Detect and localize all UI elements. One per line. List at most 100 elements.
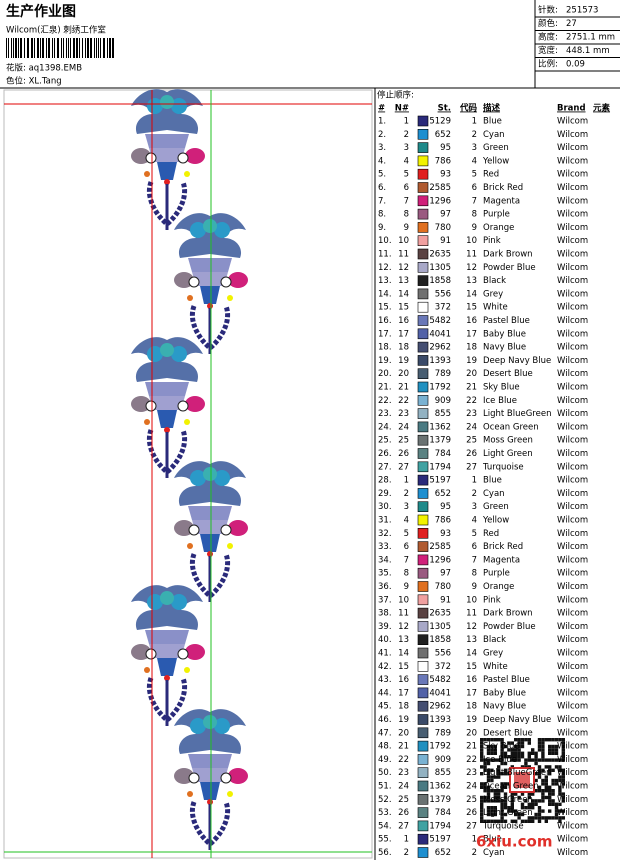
- needle: 19: [398, 715, 409, 725]
- stitches: 1296: [429, 196, 451, 206]
- qr-cell: [497, 792, 501, 796]
- row-index: 20.: [378, 369, 392, 379]
- qr-cell: [510, 819, 514, 823]
- bar: [73, 38, 75, 58]
- qr-cell: [548, 744, 552, 749]
- row-index: 23.: [378, 409, 392, 419]
- qr-cell: [551, 789, 555, 793]
- description: Cyan: [483, 848, 505, 858]
- qr-cell: [548, 809, 552, 813]
- qr-cell: [480, 809, 484, 813]
- qr-cell: [531, 816, 535, 820]
- stitches: 1296: [429, 555, 451, 565]
- qr-cell: [544, 785, 548, 789]
- qr-cell: [551, 744, 555, 749]
- stitches: 1362: [429, 422, 451, 432]
- bar: [8, 38, 9, 58]
- qr-cell: [503, 785, 508, 789]
- qr-cell: [531, 819, 535, 823]
- qr-cell: [551, 816, 555, 820]
- qr-cell: [527, 755, 531, 759]
- bar: [61, 38, 62, 58]
- description: White: [483, 303, 508, 313]
- qr-cell: [507, 772, 511, 776]
- qr-cell: [548, 789, 552, 793]
- qr-cell: [551, 778, 555, 783]
- description: Deep Navy Blue: [483, 715, 551, 725]
- bar: [87, 38, 89, 58]
- qr-cell: [537, 768, 542, 772]
- qr-cell: [500, 789, 504, 793]
- stitches: 91: [440, 595, 451, 605]
- stitches: 5197: [429, 835, 451, 845]
- qr-cell: [517, 758, 521, 762]
- brand: Wilcom: [557, 609, 588, 619]
- qr-code: [478, 736, 566, 824]
- description: Cyan: [483, 130, 505, 140]
- qr-cell: [558, 809, 562, 813]
- qr-cell: [510, 748, 514, 752]
- qr-cell: [480, 816, 484, 820]
- qr-cell: [531, 792, 535, 796]
- code: 24: [466, 782, 477, 792]
- code: 15: [466, 662, 477, 672]
- code: 27: [466, 821, 477, 831]
- description: Ice Blue: [483, 755, 517, 765]
- code: 14: [466, 649, 477, 659]
- description: Brick Red: [483, 183, 523, 193]
- stitches: 1379: [429, 795, 451, 805]
- code: 26: [466, 449, 477, 459]
- qr-cell: [510, 758, 514, 762]
- qr-cell: [510, 792, 514, 796]
- row-index: 29.: [378, 489, 392, 499]
- qr-cell: [500, 809, 504, 813]
- info-label: 高度:: [538, 32, 558, 43]
- stitches: 2585: [429, 183, 451, 193]
- qr-cell: [503, 744, 508, 749]
- color-swatch: [417, 195, 429, 207]
- needle: 5: [404, 529, 409, 539]
- stitches: 97: [440, 210, 451, 220]
- color-swatch: [417, 501, 429, 513]
- brand: Wilcom: [557, 263, 588, 273]
- column-header: 描述: [483, 103, 501, 114]
- color-swatch: [417, 368, 429, 380]
- qr-cell: [548, 802, 552, 806]
- bar: [76, 38, 78, 58]
- description: Pastel Blue: [483, 316, 530, 326]
- qr-cell: [500, 755, 504, 759]
- code: 10: [466, 236, 477, 246]
- qr-cell: [531, 751, 535, 755]
- brand: Wilcom: [557, 675, 588, 685]
- color-swatch: [417, 408, 429, 419]
- qr-cell: [510, 795, 514, 800]
- needle: 16: [398, 316, 409, 326]
- row-index: 36.: [378, 582, 392, 592]
- color-swatch: [417, 581, 429, 592]
- qr-cell: [554, 744, 559, 749]
- qr-cell: [531, 748, 535, 752]
- stitches: 909: [435, 396, 451, 406]
- stitches: 1858: [429, 276, 451, 286]
- code: 10: [466, 595, 477, 605]
- code: 8: [472, 210, 477, 220]
- needle: 18: [398, 343, 409, 353]
- brand: Wilcom: [557, 210, 588, 220]
- qr-cell: [561, 738, 565, 742]
- stitches: 855: [435, 409, 451, 419]
- qr-cell: [517, 744, 521, 749]
- qr-cell: [500, 819, 504, 823]
- description: Turquoise: [482, 821, 524, 831]
- qr-cell: [531, 758, 535, 762]
- qr-cell: [493, 758, 497, 762]
- qr-cell: [490, 819, 494, 823]
- qr-cell: [537, 816, 542, 820]
- description: Magenta: [483, 555, 520, 565]
- qr-cell: [507, 748, 511, 752]
- color-swatch: [417, 155, 429, 167]
- color-swatch: [417, 674, 429, 685]
- qr-cell: [480, 819, 484, 823]
- qr-cell: [534, 755, 538, 759]
- code: 6: [472, 542, 477, 552]
